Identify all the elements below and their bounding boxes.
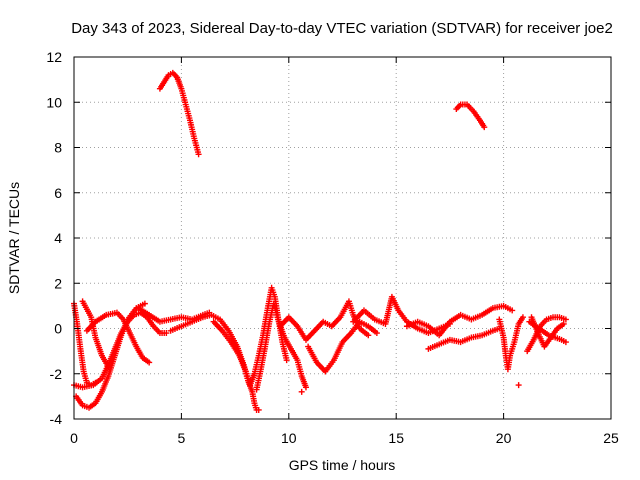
y-tick-label: 10	[46, 94, 62, 110]
data-point	[560, 320, 567, 327]
data-point	[298, 388, 305, 395]
data-point	[105, 363, 112, 370]
data-point	[195, 151, 202, 158]
y-tick-label: 0	[54, 321, 62, 337]
data-point	[163, 330, 170, 337]
x-tick-label: 15	[388, 430, 404, 446]
series-arc-h	[210, 284, 290, 389]
axis-ticks: 0 5 10 15 20 25 -4 -2 0 2 4 6 8 10 12	[46, 49, 619, 446]
y-tick-label: 12	[46, 49, 62, 65]
y-tick-label: 8	[54, 140, 62, 156]
data-point	[509, 307, 516, 314]
data-point	[515, 382, 522, 389]
y-axis-label: SDTVAR / TECUs	[6, 182, 22, 294]
y-tick-label: 6	[54, 185, 62, 201]
y-tick-label: -2	[50, 366, 63, 382]
series-outliers	[255, 382, 522, 413]
series-arc-k	[305, 318, 380, 375]
y-tick-label: 4	[54, 230, 62, 246]
series-arc-d	[79, 298, 112, 370]
series-arc-high-2	[453, 101, 488, 131]
x-axis-label: GPS time / hours	[289, 457, 396, 473]
data-point	[255, 406, 262, 413]
data-point	[519, 314, 526, 321]
series-arc-m	[403, 302, 516, 339]
chart-title: Day 343 of 2023, Sidereal Day-to-day VTE…	[71, 20, 613, 37]
series-arc-o	[496, 314, 526, 373]
data-point	[283, 357, 290, 364]
y-tick-label: -4	[50, 411, 63, 427]
x-tick-label: 5	[178, 430, 186, 446]
data-point	[146, 359, 153, 366]
series-arc-high-1	[156, 69, 202, 158]
series-arc-r	[528, 314, 567, 350]
x-tick-label: 20	[496, 430, 512, 446]
x-tick-label: 10	[281, 430, 297, 446]
data-point	[481, 124, 488, 131]
series-arc-a	[71, 300, 99, 389]
series-arc-l	[350, 293, 453, 337]
series-arc-q	[524, 314, 569, 355]
y-tick-label: 2	[54, 275, 62, 291]
series-arc-e	[83, 309, 153, 366]
x-tick-label: 25	[603, 430, 619, 446]
data-point	[141, 300, 148, 307]
data-points	[71, 69, 569, 413]
data-point	[562, 339, 569, 346]
data-point	[365, 332, 372, 339]
series-arc-f	[135, 305, 213, 325]
grid-layer	[74, 57, 611, 419]
data-point	[562, 316, 569, 323]
x-tick-label: 0	[70, 430, 78, 446]
data-point	[302, 384, 309, 391]
data-point	[373, 330, 380, 337]
